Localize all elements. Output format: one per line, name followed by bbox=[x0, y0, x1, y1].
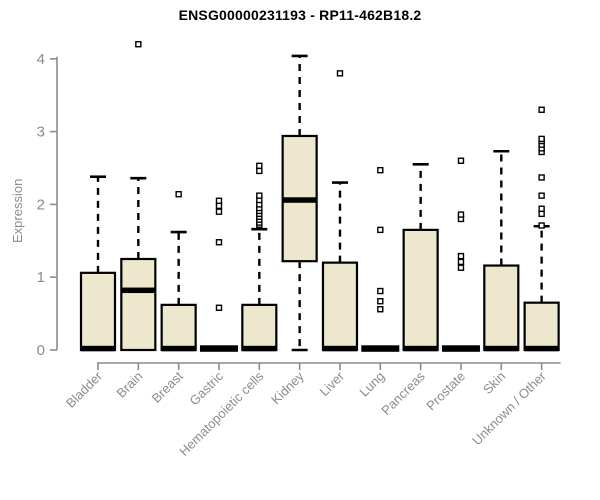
box-body bbox=[79, 271, 117, 352]
median-line bbox=[121, 287, 156, 294]
y-tick-label: 1 bbox=[37, 269, 45, 286]
median-line bbox=[199, 345, 238, 352]
x-axis-label: Skin bbox=[480, 369, 508, 397]
median-line bbox=[524, 345, 559, 352]
box-pancreas bbox=[402, 163, 439, 352]
outlier-point bbox=[538, 205, 545, 212]
x-axis-label: Bladder bbox=[63, 368, 106, 411]
y-tick-label: 0 bbox=[37, 342, 45, 359]
median-line bbox=[81, 345, 115, 352]
outlier-point bbox=[377, 306, 384, 313]
box-gastric bbox=[199, 197, 238, 352]
outlier-point bbox=[377, 226, 384, 234]
outlier-point bbox=[336, 70, 344, 77]
outlier-point bbox=[377, 298, 384, 305]
median-line bbox=[403, 345, 438, 352]
outlier-point bbox=[215, 202, 223, 210]
outlier-point bbox=[457, 157, 465, 164]
y-tick-label: 4 bbox=[37, 51, 45, 68]
box-liver bbox=[321, 70, 359, 352]
x-axis-label: Unknown / Other bbox=[469, 368, 549, 448]
box-hematopoietic-cells bbox=[241, 162, 278, 352]
outlier-point bbox=[538, 106, 545, 113]
outlier-point bbox=[538, 222, 545, 229]
y-tick-label: 3 bbox=[37, 124, 45, 141]
outlier-point bbox=[377, 166, 384, 174]
outlier-point bbox=[135, 41, 142, 48]
median-line bbox=[282, 197, 317, 203]
box-body bbox=[402, 228, 439, 352]
outlier-point bbox=[215, 197, 223, 204]
outlier-point bbox=[215, 208, 223, 215]
box-kidney bbox=[281, 54, 318, 352]
median-line bbox=[484, 345, 519, 352]
x-axis-label: Gastric bbox=[186, 368, 226, 408]
median-line bbox=[161, 345, 196, 352]
box-body bbox=[523, 301, 560, 352]
outlier-point bbox=[538, 135, 545, 143]
outlier-point bbox=[256, 167, 263, 175]
box-prostate bbox=[441, 157, 480, 352]
outlier-point bbox=[256, 192, 263, 199]
outlier-point bbox=[538, 192, 545, 199]
outlier-point bbox=[538, 210, 545, 218]
box-brain bbox=[120, 41, 157, 352]
box-lung bbox=[361, 166, 400, 352]
outlier-point bbox=[215, 239, 223, 246]
box-body bbox=[321, 261, 359, 352]
x-axis-label: Lung bbox=[356, 369, 387, 400]
median-line bbox=[361, 345, 400, 352]
box-body bbox=[483, 264, 520, 352]
outlier-point bbox=[457, 211, 465, 218]
outlier-point bbox=[457, 264, 465, 271]
outlier-point bbox=[377, 287, 384, 295]
box-bladder bbox=[79, 175, 117, 352]
x-axis-label: Brain bbox=[113, 369, 145, 401]
y-axis: 0 1 2 3 4 bbox=[37, 51, 58, 359]
x-axis-label: Pancreas bbox=[378, 368, 428, 418]
median-line bbox=[242, 345, 277, 352]
x-axis-label: Liver bbox=[317, 368, 348, 399]
box-breast bbox=[160, 191, 197, 352]
outlier-point bbox=[538, 174, 545, 181]
x-axis-label: Breast bbox=[149, 368, 186, 405]
x-axis-label: Kidney bbox=[268, 368, 307, 407]
outlier-point bbox=[457, 252, 465, 260]
outlier-point bbox=[175, 191, 182, 198]
box-unknown-other bbox=[523, 106, 560, 352]
chart-title: ENSG00000231193 - RP11-462B18.2 bbox=[178, 7, 422, 23]
box-body bbox=[241, 303, 278, 352]
y-tick-label: 2 bbox=[37, 196, 45, 213]
median-line bbox=[441, 345, 480, 352]
outlier-point bbox=[457, 258, 465, 266]
x-axis-label: Prostate bbox=[423, 369, 468, 414]
median-line bbox=[322, 345, 357, 352]
box-body bbox=[120, 257, 157, 352]
outlier-point bbox=[215, 304, 223, 311]
box-body bbox=[160, 303, 197, 352]
outlier-point bbox=[256, 162, 263, 170]
box-skin bbox=[483, 149, 520, 352]
